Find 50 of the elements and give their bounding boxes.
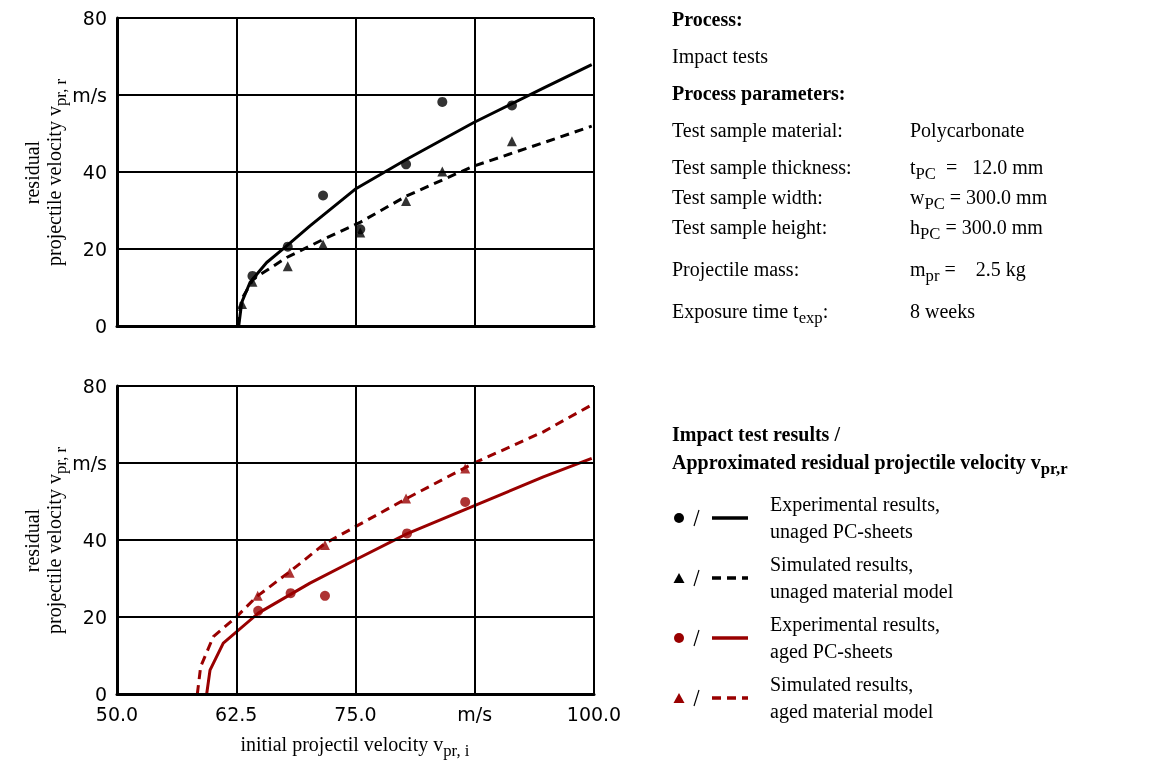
text: Exposure time t$_{exp}$: 8 weeks	[672, 300, 975, 327]
point	[319, 540, 330, 551]
text: Test sample thickness: t$_{PC}$ = 12.0 mm	[672, 156, 1044, 183]
text: Process:	[672, 8, 744, 31]
point	[284, 567, 295, 578]
text: Test sample width: w$_{PC}$ = 300.0 mm	[672, 186, 1048, 213]
point	[437, 166, 448, 177]
point	[506, 136, 517, 147]
x-axis-title: initial projectil velocity v$_{pr, i}$	[240, 733, 470, 761]
x-tick-label: 50.0	[95, 702, 139, 725]
text: Process parameters:	[672, 82, 847, 105]
legend-title: Impact test results / Approximated residual projectile velocity v$_{pr,r}$	[672, 422, 1069, 480]
text: Projectile mass: m$_{pr}$ = 2.5 kg	[672, 258, 1026, 285]
y-tick-label: 40	[82, 161, 107, 183]
y-tick-label: 0	[94, 683, 107, 705]
point	[282, 241, 293, 252]
legend-label: Experimental results, unaged PC-sheets	[770, 492, 941, 545]
y-tick-label: m/s	[72, 84, 107, 106]
text: Test sample height: h$_{PC}$ = 300.0 mm	[672, 216, 1043, 243]
y-tick-label: 80	[82, 375, 107, 397]
legend-label: Simulated results, aged material model	[770, 672, 935, 725]
point	[282, 261, 293, 272]
point	[285, 588, 296, 599]
point	[460, 463, 471, 474]
legend-label: Simulated results, unaged material model	[770, 552, 955, 605]
point	[437, 96, 448, 107]
x-tick-label: 75.0	[334, 702, 377, 725]
point	[506, 100, 517, 111]
y-tick-label: 80	[82, 7, 107, 29]
y-tick-label: 20	[82, 606, 107, 628]
line-series	[205, 456, 594, 696]
point	[319, 590, 330, 601]
y-tick-label: 0	[94, 315, 107, 337]
y-tick-label: m/s	[72, 452, 107, 474]
point	[401, 195, 412, 206]
point	[460, 496, 471, 507]
x-tick-label: m/s	[457, 702, 493, 725]
y-tick-label: 40	[82, 529, 107, 551]
y-tick-label: 20	[82, 238, 107, 260]
x-tick-label: 62.5	[215, 702, 258, 725]
point	[318, 190, 329, 201]
point	[252, 590, 263, 601]
point	[401, 159, 412, 170]
point	[253, 605, 264, 616]
legend-label: Experimental results, aged PC-sheets	[770, 612, 941, 665]
text: Impact tests	[672, 45, 770, 68]
x-tick-label: 100.0	[566, 702, 622, 725]
text: Test sample material: Polycarbonate	[672, 119, 1025, 141]
point	[401, 493, 412, 504]
point	[402, 528, 413, 539]
